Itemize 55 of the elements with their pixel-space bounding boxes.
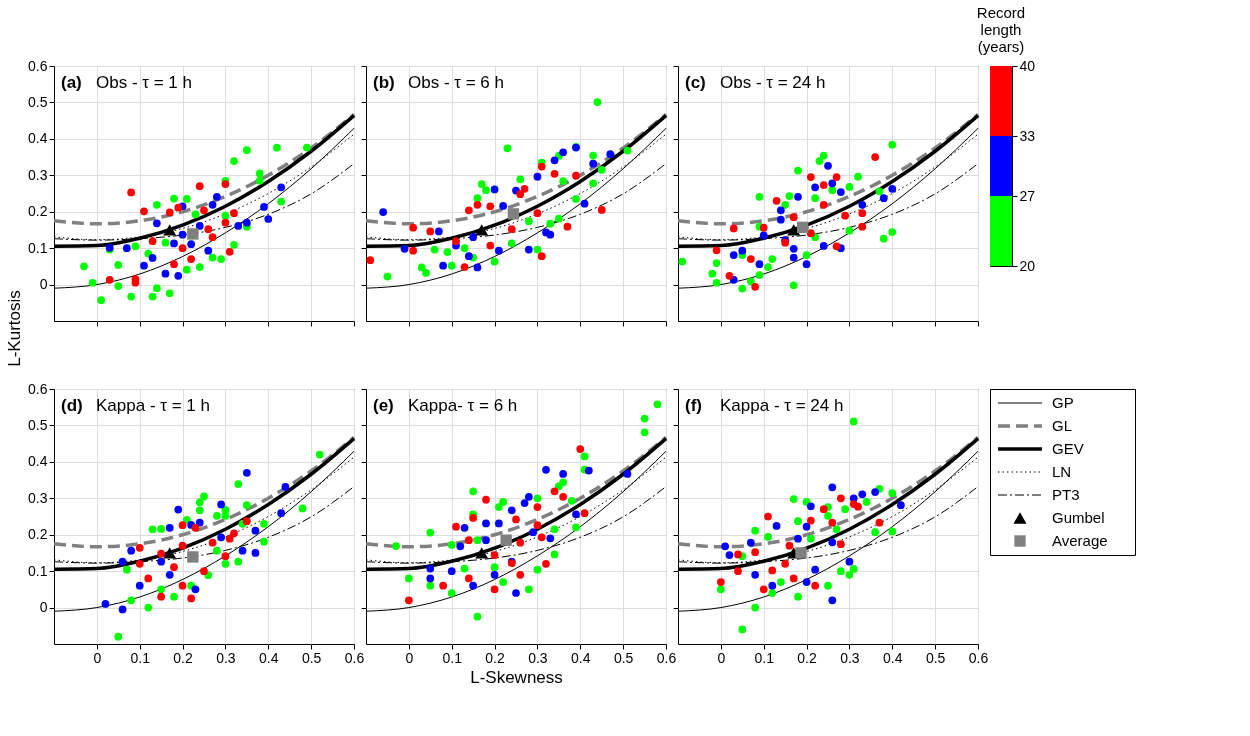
legend-label: PT3 (1052, 486, 1080, 503)
x-tick-label: 0.2 (485, 649, 506, 666)
legend-label: LN (1052, 463, 1072, 480)
y-tick-label: 0.5 (28, 416, 48, 433)
x-tick-label: 0.6 (344, 649, 365, 666)
legend-label: Gumbel (1052, 509, 1105, 526)
y-tick-label: 0.1 (28, 562, 48, 579)
x-tick-label: 0.3 (840, 649, 860, 666)
legend-label: GEV (1052, 440, 1084, 457)
x-tick-label: 0.2 (797, 649, 818, 666)
x-tick-label: 0.6 (656, 649, 677, 666)
x-tick-label: 0.4 (259, 649, 279, 666)
x-tick-label: 0.2 (173, 649, 194, 666)
color-bar-label: 40 (1019, 57, 1036, 74)
color-bar-label: 33 (1019, 127, 1036, 144)
x-tick-label: 0 (405, 649, 414, 666)
x-tick-label: 0.5 (613, 649, 634, 666)
y-tick-label: 0.4 (28, 130, 48, 147)
color-bar-title: Record length (years) (976, 4, 1026, 55)
chart-title: (f) Kappa - τ = 24 h (685, 396, 844, 415)
x-tick-label: 0.6 (968, 649, 989, 666)
x-tick-label: 0.4 (571, 649, 591, 666)
legend-label: GL (1052, 417, 1073, 434)
x-tick-label: 0 (93, 649, 102, 666)
chart-title: (e) Kappa- τ = 6 h (373, 396, 518, 415)
y-tick-label: 0.2 (28, 203, 48, 220)
y-tick-label: 0.1 (28, 239, 48, 256)
legend-label: Average (1052, 532, 1108, 549)
chart-title: (d) Kappa - τ = 1 h (61, 396, 210, 415)
x-tick-label: 0.4 (883, 649, 903, 666)
color-bar-label: 27 (1019, 187, 1036, 204)
y-tick-label: 0.4 (28, 453, 48, 470)
x-tick-label: 0.1 (130, 649, 151, 666)
x-tick-label: 0.3 (528, 649, 548, 666)
y-tick-label: 0 (39, 276, 48, 293)
x-tick-label: 0.3 (216, 649, 236, 666)
y-tick-label: 0.3 (28, 166, 48, 183)
legend-label: GP (1052, 394, 1074, 411)
y-tick-label: 0.3 (28, 489, 48, 506)
x-tick-label: 0.1 (442, 649, 463, 666)
x-axis-title: L-Skewness (470, 667, 563, 687)
chart-title: (a) Obs - τ = 1 h (61, 73, 193, 92)
y-tick-label: 0.6 (28, 380, 48, 397)
x-tick-label: 0.1 (754, 649, 775, 666)
chart-title: (b) Obs - τ = 6 h (373, 73, 505, 92)
chart-title: (c) Obs - τ = 24 h (685, 73, 826, 92)
x-tick-label: 0.5 (301, 649, 322, 666)
y-tick-label: 0 (39, 599, 48, 616)
y-tick-label: 0.5 (28, 93, 48, 110)
y-tick-label: 0.6 (28, 57, 48, 74)
y-tick-label: 0.2 (28, 526, 48, 543)
y-axis-title: L-Kurtosis (5, 290, 25, 367)
x-tick-label: 0.5 (925, 649, 946, 666)
x-tick-label: 0 (717, 649, 726, 666)
color-bar-label: 20 (1019, 257, 1036, 274)
